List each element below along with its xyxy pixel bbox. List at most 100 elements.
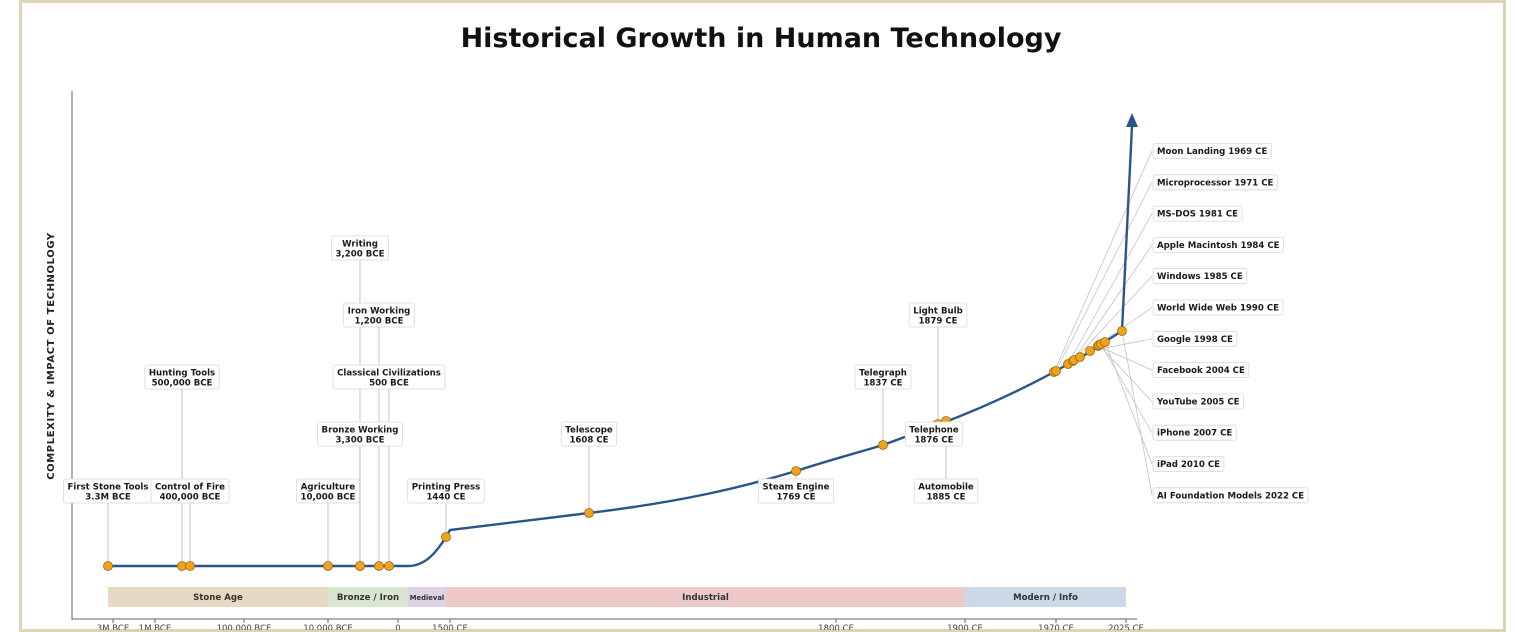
modern-milestone-text: Apple Macintosh 1984 CE (1157, 241, 1280, 251)
milestone-date: 3,200 BCE (336, 250, 385, 260)
modern-label-youtube: YouTube 2005 CE (1152, 393, 1244, 410)
label-box (343, 302, 415, 328)
connector-ai-foundation-models (1121, 330, 1153, 496)
label-box (1152, 424, 1237, 441)
milestone-date: 1879 CE (918, 317, 957, 327)
label-box (560, 421, 618, 447)
marker-world-wide-web (1075, 352, 1085, 362)
milestone-name: First Stone Tools (68, 483, 149, 493)
chart-title: Historical Growth in Human Technology (461, 23, 1062, 54)
growth-arrow (1120, 113, 1138, 332)
label-box (1152, 174, 1278, 191)
marker-first-stone-tools (103, 561, 113, 571)
modern-milestone-text: iPad 2010 CE (1157, 460, 1220, 470)
modern-milestone-text: Facebook 2004 CE (1157, 366, 1245, 376)
marker-google (1085, 346, 1095, 356)
marker-ai-foundation-models (1117, 326, 1127, 336)
label-box (1152, 330, 1238, 347)
marker-iron-working (374, 561, 384, 571)
milestone-name: Agriculture (301, 483, 356, 493)
label-box (1152, 362, 1250, 379)
connector-facebook (1097, 345, 1153, 371)
modern-label-windows: Windows 1985 CE (1152, 268, 1248, 285)
modern-label-google: Google 1998 CE (1152, 330, 1238, 347)
milestone-date: 400,000 BCE (160, 493, 221, 503)
x-tick-label: 3M BCE (97, 624, 129, 630)
modern-label-apple-macintosh: Apple Macintosh 1984 CE (1152, 236, 1284, 253)
milestone-name: Automobile (918, 483, 974, 493)
connector-ms-dos (1067, 213, 1153, 365)
era-band-bronze-iron (328, 587, 408, 607)
label-box (331, 235, 389, 261)
era-stone-age: Stone Age (108, 587, 328, 607)
modern-label-facebook: Facebook 2004 CE (1152, 362, 1250, 379)
modern-milestone-text: World Wide Web 1990 CE (1157, 304, 1279, 314)
label-box (904, 421, 964, 447)
era-bronze-iron: Bronze / Iron (328, 587, 408, 607)
y-axis-label: COMPLEXITY & IMPACT OF TECHNOLOGY (46, 232, 57, 480)
era-label: Industrial (682, 593, 729, 603)
label-box (1152, 236, 1284, 253)
label-box (150, 478, 230, 504)
marker-telescope (584, 508, 594, 518)
milestone-name: Writing (342, 240, 378, 250)
milestone-name: Telegraph (859, 369, 907, 379)
milestone-name: Telescope (565, 426, 613, 436)
modern-label-microprocessor: Microprocessor 1971 CE (1152, 174, 1278, 191)
label-box (758, 478, 834, 504)
modern-milestone-text: Windows 1985 CE (1157, 272, 1243, 282)
modern-milestone-text: YouTube 2005 CE (1156, 397, 1240, 407)
label-box (144, 364, 220, 390)
arrow-shaft (1120, 125, 1134, 332)
connector-ipad (1104, 341, 1153, 465)
era-modern-info: Modern / Info (965, 587, 1126, 607)
chart-frame (19, 0, 1506, 632)
era-label: Medieval (410, 594, 445, 602)
growth-curve (108, 329, 1123, 568)
x-tick-label: 2025 CE (1108, 624, 1144, 630)
milestone-date: 1885 CE (926, 493, 965, 503)
modern-label-moon-landing: Moon Landing 1969 CE (1152, 143, 1272, 159)
milestone-name: Classical Civilizations (337, 369, 441, 379)
modern-label-iphone: iPhone 2007 CE (1152, 424, 1237, 441)
era-label: Modern / Info (1013, 593, 1078, 603)
era-band-modern-info (965, 587, 1126, 607)
label-box (332, 364, 446, 390)
marker-ipad (1100, 337, 1110, 347)
connector-microprocessor (1055, 182, 1153, 372)
modern-milestone-text: Moon Landing 1969 CE (1157, 147, 1267, 157)
modern-label-ms-dos: MS-DOS 1981 CE (1152, 205, 1243, 222)
marker-microprocessor (1051, 366, 1061, 376)
era-label: Bronze / Iron (337, 593, 399, 603)
label-box (407, 478, 485, 504)
connector-apple-macintosh (1072, 244, 1153, 362)
marker-steam-engine (791, 466, 801, 476)
era-medieval: Medieval (408, 587, 446, 607)
x-tick-label: 1970 CE (1038, 624, 1074, 630)
label-box (1152, 487, 1309, 504)
label-box (1152, 205, 1243, 222)
milestone-name: Control of Fire (155, 483, 225, 493)
label-box (317, 421, 403, 447)
marker-classical-civilizations (384, 561, 394, 571)
modern-milestone-text: AI Foundation Models 2022 CE (1157, 491, 1304, 501)
milestone-name: Hunting Tools (149, 369, 215, 379)
arrow-head (1126, 113, 1138, 127)
label-box (908, 302, 968, 328)
era-label: Stone Age (193, 593, 243, 603)
modern-label-ipad: iPad 2010 CE (1152, 456, 1225, 472)
label-box (1152, 299, 1284, 316)
modern-label-world-wide-web: World Wide Web 1990 CE (1152, 299, 1284, 316)
modern-milestone-text: Google 1998 CE (1157, 335, 1233, 345)
